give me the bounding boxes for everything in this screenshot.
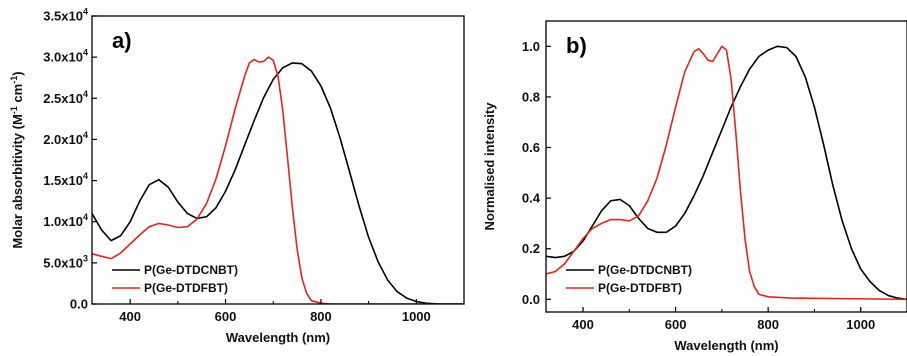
y-tick-base: 2.5x10 — [43, 91, 83, 106]
y-axis-label-part: Molar absorbitivity (M — [10, 114, 25, 248]
y-tick-label: 5.0x103 — [43, 253, 88, 270]
chart-panel-b: 400 600 800 1000 0.0 0.2 0.4 0.6 0.8 1.0 Wavelengt… — [482, 20, 907, 353]
legend-label-2: P(Ge-DTDFBT) — [144, 281, 228, 295]
y-tick-exponent: 4 — [83, 7, 88, 17]
x-tick-label: 400 — [119, 309, 141, 324]
y-axis-label: Normalised intensity — [482, 102, 497, 231]
y-tick-exponent: 4 — [83, 89, 88, 99]
y-tick-base: 5.0x10 — [43, 255, 83, 270]
y-tick-exponent: 4 — [83, 212, 88, 222]
plot-frame — [91, 15, 465, 305]
y-tick-label: 0.0 — [522, 292, 540, 307]
y-tick-base: 1.5x10 — [43, 173, 83, 188]
y-tick-label: 0.2 — [522, 241, 540, 256]
y-tick-exponent: 4 — [83, 130, 88, 140]
y-tick-label: 2.5x104 — [43, 89, 88, 106]
x-tick-label: 800 — [757, 317, 779, 332]
legend-label-1: P(Ge-DTDCNBT) — [598, 263, 692, 277]
series-line-2 — [546, 45, 907, 301]
y-axis-label-part: ) — [10, 71, 25, 75]
plot-frame — [545, 20, 907, 313]
x-tick-label: 800 — [310, 309, 332, 324]
legend-label-1: P(Ge-DTDCNBT) — [144, 263, 238, 277]
x-tick-label: 600 — [215, 309, 237, 324]
y-axis-label-part: -1 — [9, 76, 19, 84]
y-tick-exponent: 4 — [83, 48, 88, 58]
legend-label-2: P(Ge-DTDFBT) — [598, 281, 682, 295]
series-line-1 — [92, 62, 464, 304]
y-tick-base: 2.0x10 — [43, 132, 83, 147]
y-tick-base: 3.0x10 — [43, 50, 83, 65]
y-tick-exponent: 3 — [83, 253, 88, 263]
y-tick-label: 0.4 — [522, 191, 541, 206]
y-axis-label-part: -1 — [9, 106, 19, 114]
y-axis-label-part: cm — [10, 84, 25, 106]
y-tick-label: 1.5x104 — [43, 171, 88, 188]
y-axis-label: Molar absorbitivity (M-1 cm-1) — [9, 71, 25, 248]
series-line-2 — [92, 56, 464, 304]
y-tick-exponent: 4 — [83, 171, 88, 181]
x-tick-label: 400 — [572, 317, 594, 332]
x-tick-label: 600 — [665, 317, 687, 332]
y-tick-label: 3.0x104 — [43, 48, 88, 65]
y-tick-label: 2.0x104 — [43, 130, 88, 147]
x-axis-label: Wavelength (nm) — [226, 330, 330, 345]
chart-panel-a: 400 600 800 10000.05.0x1031.0x1041.5x1042.0… — [9, 7, 465, 345]
y-tick-label: 0.8 — [522, 89, 540, 104]
y-tick-label: 1.0x104 — [43, 212, 88, 229]
y-tick-label: 0.0 — [70, 297, 88, 312]
x-axis-label: Wavelength (nm) — [674, 338, 778, 353]
x-tick-label: 1000 — [846, 317, 875, 332]
y-tick-label: 3.5x104 — [43, 7, 88, 24]
y-tick-base: 1.0x10 — [43, 214, 83, 229]
x-tick-label: 1000 — [402, 309, 431, 324]
y-tick-base: 0.0 — [70, 297, 88, 312]
series-line-1 — [546, 45, 907, 301]
y-tick-base: 3.5x10 — [43, 9, 83, 24]
y-tick-label: 0.6 — [522, 140, 540, 155]
panel-label: b) — [566, 33, 587, 58]
y-tick-label: 1.0 — [522, 39, 540, 54]
panel-label: a) — [112, 28, 132, 53]
